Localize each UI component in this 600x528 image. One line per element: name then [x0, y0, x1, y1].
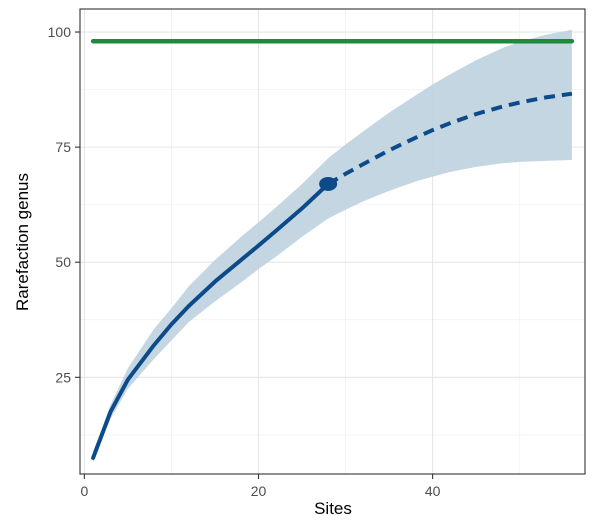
confidence-band	[93, 29, 572, 463]
rarefaction-line	[91, 182, 331, 460]
x-tick-label: 40	[425, 483, 441, 499]
confidence-band-layer	[93, 29, 572, 463]
y-axis-title: Rarefaction genus	[13, 173, 32, 311]
axis-ticks: 0 20 40 25 50 75 100	[48, 24, 441, 499]
observed-sample-point	[319, 176, 338, 191]
series-layer	[90, 38, 575, 460]
x-tick-label: 20	[251, 483, 267, 499]
y-tick-label: 100	[48, 24, 72, 40]
x-axis-title: Sites	[314, 499, 352, 518]
y-tick-label: 75	[55, 139, 71, 155]
extrapolation-line	[327, 91, 573, 186]
plot-panel-border	[79, 8, 586, 475]
y-tick-label: 50	[55, 254, 71, 270]
x-tick-label: 0	[80, 483, 88, 499]
y-tick-label: 25	[55, 369, 71, 385]
